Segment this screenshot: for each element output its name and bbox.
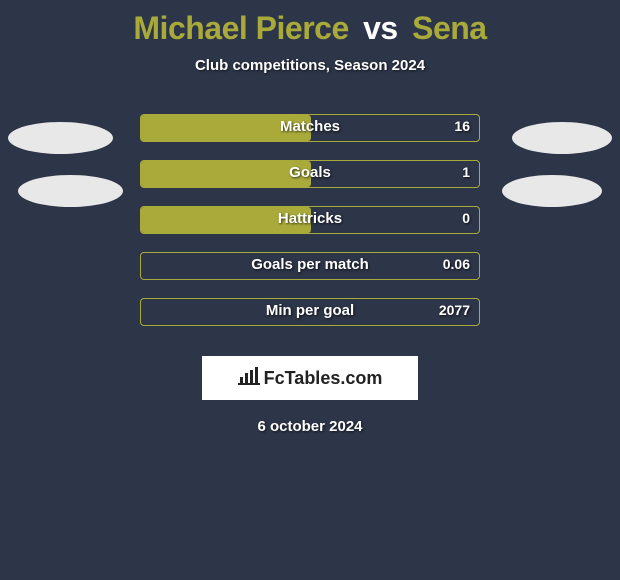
player2-name: Sena bbox=[412, 10, 486, 46]
stat-row-matches: Matches 16 bbox=[0, 114, 620, 160]
page-title: Michael Pierce vs Sena bbox=[0, 0, 620, 47]
bar-track bbox=[140, 252, 480, 280]
stat-row-hattricks: Hattricks 0 bbox=[0, 206, 620, 252]
stat-value-right: 1 bbox=[462, 164, 470, 180]
logo-text: FcTables.com bbox=[264, 368, 383, 389]
date-line: 6 october 2024 bbox=[0, 418, 620, 435]
stat-row-goals: Goals 1 bbox=[0, 160, 620, 206]
logo-box: FcTables.com bbox=[202, 356, 418, 400]
stats-area: Matches 16 Goals 1 Hattricks 0 Goals per… bbox=[0, 114, 620, 344]
stat-value-right: 2077 bbox=[439, 302, 470, 318]
stat-value-right: 0 bbox=[462, 210, 470, 226]
subtitle: Club competitions, Season 2024 bbox=[0, 57, 620, 74]
player1-name: Michael Pierce bbox=[133, 10, 348, 46]
stat-row-goals-per-match: Goals per match 0.06 bbox=[0, 252, 620, 298]
stat-value-right: 16 bbox=[454, 118, 470, 134]
vs-text: vs bbox=[363, 10, 398, 46]
bar-fill-left bbox=[141, 207, 311, 233]
bar-fill-left bbox=[141, 115, 311, 141]
stat-value-right: 0.06 bbox=[443, 256, 470, 272]
bar-fill-left bbox=[141, 161, 311, 187]
bar-track bbox=[140, 298, 480, 326]
stat-row-min-per-goal: Min per goal 2077 bbox=[0, 298, 620, 344]
logo: FcTables.com bbox=[238, 367, 383, 390]
chart-icon bbox=[238, 367, 260, 390]
